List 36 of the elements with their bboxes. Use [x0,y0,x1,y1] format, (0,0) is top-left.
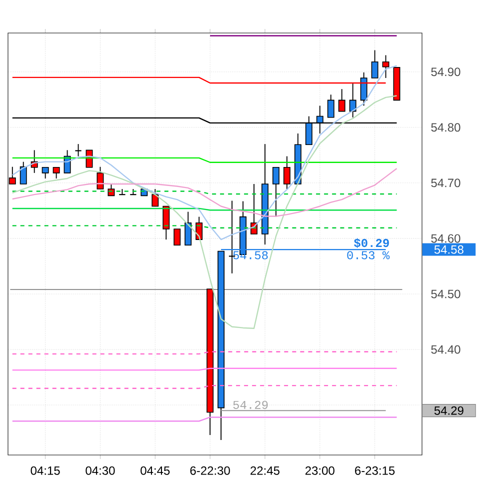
annotation: 0.53 % [347,251,390,260]
candlestick [371,50,378,78]
candlestick [283,156,290,190]
line-series [12,95,398,329]
candlestick [52,166,60,179]
annotation: $0.29 [354,238,389,248]
y-tick-label: 54.80 [431,123,460,132]
candlestick [327,94,334,118]
candlestick [338,88,346,112]
x-tick-label: 04:15 [30,466,60,475]
candlestick [184,211,192,246]
x-tick-label: 04:45 [140,466,170,475]
candlestick [152,188,159,207]
candlestick [360,72,368,106]
candlestick [382,54,390,78]
y-tick-label: 54.70 [431,178,460,188]
candlestick [174,228,181,246]
x-tick-label: 6-23:15 [355,466,395,475]
candlestick [74,144,82,157]
candlestick [272,166,280,218]
annotation: 54.29 [233,400,268,409]
y-tick-label: 54.60 [431,234,460,243]
y-tick-label: 54.90 [431,68,460,76]
candlestick [20,161,27,184]
candlestick [162,206,170,240]
x-tick-label: 6-22:30 [190,466,230,475]
candlestick [42,166,49,179]
candlestick [118,188,126,196]
candlestick [349,83,356,118]
text: 54.29 [434,406,464,415]
text: 54.58 [434,245,464,254]
y-tick-label: 54.40 [431,345,460,354]
x-tick-label: 23:00 [305,466,334,475]
x-tick-label: 22:45 [250,466,280,475]
y-tick-label: 54.50 [431,290,460,298]
x-tick-label: 04:30 [86,466,115,475]
